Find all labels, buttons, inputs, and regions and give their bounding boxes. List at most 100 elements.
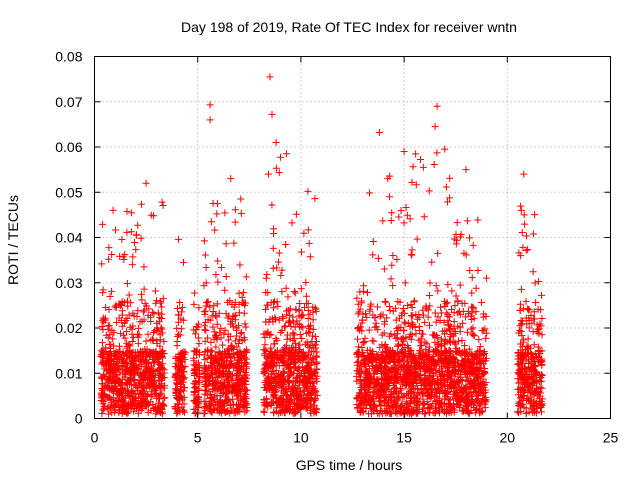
roti-point [468, 289, 476, 297]
roti-point [235, 402, 243, 410]
roti-point [141, 375, 149, 383]
roti-point [241, 320, 249, 328]
roti-point [127, 299, 135, 307]
roti-point [215, 309, 223, 317]
roti-point [239, 395, 247, 403]
roti-point [426, 291, 434, 299]
roti-point [118, 235, 126, 243]
roti-point [173, 304, 181, 312]
data-points [97, 73, 546, 418]
roti-point [195, 334, 203, 342]
roti-point [416, 156, 424, 164]
roti-point [238, 293, 246, 301]
roti-point [195, 304, 203, 312]
y-tick-label: 0.05 [55, 184, 82, 200]
roti-point [304, 314, 312, 322]
y-tick-label: 0 [75, 411, 83, 427]
roti-point [174, 395, 182, 403]
roti-point [129, 388, 137, 396]
roti-point [304, 328, 312, 336]
roti-point [522, 232, 530, 240]
roti-point [284, 293, 292, 301]
roti-point [387, 216, 395, 224]
roti-point [138, 200, 146, 208]
roti-point [306, 325, 314, 333]
roti-point [225, 345, 233, 353]
roti-point [179, 408, 187, 416]
roti-point [433, 149, 441, 157]
roti-point [134, 340, 142, 348]
roti-point [207, 405, 215, 413]
roti-point [206, 402, 214, 410]
y-tick-label: 0.01 [55, 365, 82, 381]
roti-point [109, 206, 117, 214]
roti-point [226, 297, 234, 305]
roti-point [420, 404, 428, 412]
roti-point [308, 337, 316, 345]
roti-point [108, 250, 116, 258]
roti-point [210, 302, 218, 310]
roti-point [157, 364, 165, 372]
roti-point [195, 348, 203, 356]
roti-point [227, 320, 235, 328]
roti-point [382, 298, 390, 306]
roti-point [231, 337, 239, 345]
roti-point [203, 298, 211, 306]
roti-point [269, 244, 277, 252]
roti-point [213, 313, 221, 321]
roti-point [129, 333, 137, 341]
roti-point [475, 336, 483, 344]
roti-point [141, 300, 149, 308]
roti-point [305, 351, 313, 359]
roti-point [128, 209, 136, 217]
roti-point [159, 201, 167, 209]
roti-point [242, 401, 250, 409]
roti-point [231, 381, 239, 389]
roti-point [282, 385, 290, 393]
roti-point [286, 319, 294, 327]
roti-point [158, 314, 166, 322]
roti-point [109, 376, 117, 384]
roti-point [194, 323, 202, 331]
roti-point [141, 397, 149, 405]
roti-point [144, 367, 152, 375]
roti-point [297, 248, 305, 256]
roti-point [153, 394, 161, 402]
roti-point [179, 396, 187, 404]
roti-point [309, 383, 317, 391]
roti-point [99, 317, 107, 325]
roti-point [238, 329, 246, 337]
roti-point [201, 409, 209, 417]
roti-point [178, 403, 186, 411]
roti-point [176, 362, 184, 370]
roti-point [288, 219, 296, 227]
roti-point [140, 285, 148, 293]
grid-lines [94, 56, 611, 419]
roti-point [134, 330, 142, 338]
roti-point [233, 382, 241, 390]
roti-point [284, 331, 292, 339]
roti-point [125, 291, 133, 299]
roti-point [235, 289, 243, 297]
roti-point [233, 351, 241, 359]
roti-point [276, 153, 284, 161]
roti-point [296, 330, 304, 338]
roti-point [196, 379, 204, 387]
roti-point [115, 378, 123, 386]
roti-point [266, 73, 274, 81]
roti-point [207, 218, 215, 226]
roti-point [179, 258, 187, 266]
roti-point [263, 270, 271, 278]
roti-point [111, 303, 119, 311]
roti-point [158, 329, 166, 337]
roti-point [106, 293, 114, 301]
roti-point [190, 347, 198, 355]
roti-point [128, 369, 136, 377]
roti-point [104, 350, 112, 358]
y-tick-label: 0.02 [55, 320, 82, 336]
roti-point [172, 379, 180, 387]
roti-point [409, 163, 417, 171]
roti-point [238, 354, 246, 362]
roti-point [103, 366, 111, 374]
roti-point [292, 210, 300, 218]
